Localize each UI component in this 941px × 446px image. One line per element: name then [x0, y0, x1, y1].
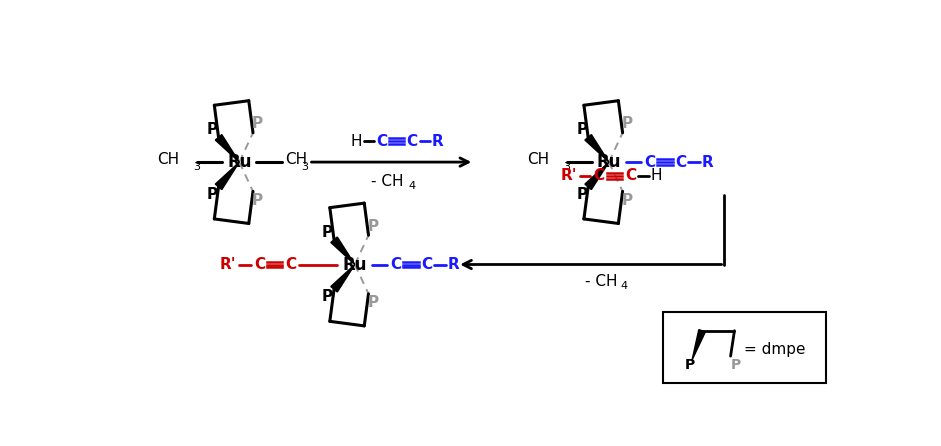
- Text: C: C: [254, 257, 265, 272]
- Text: CH: CH: [527, 152, 549, 167]
- Text: Ru: Ru: [227, 153, 251, 171]
- Polygon shape: [692, 330, 706, 360]
- Text: C: C: [625, 169, 636, 183]
- Text: C: C: [391, 257, 401, 272]
- Text: Ru: Ru: [597, 153, 621, 171]
- Text: P: P: [576, 187, 587, 202]
- Text: C: C: [421, 257, 432, 272]
- Text: Ru: Ru: [343, 256, 367, 273]
- Text: P: P: [621, 116, 632, 131]
- Text: P: P: [576, 122, 587, 137]
- Text: = dmpe: = dmpe: [743, 342, 805, 357]
- Text: P: P: [367, 295, 378, 310]
- Text: 3: 3: [301, 162, 308, 173]
- Polygon shape: [585, 135, 609, 162]
- Text: 3: 3: [563, 162, 569, 173]
- Text: 4: 4: [408, 181, 416, 191]
- Text: P: P: [251, 116, 263, 131]
- FancyBboxPatch shape: [662, 312, 826, 383]
- Polygon shape: [585, 162, 609, 190]
- Text: R': R': [561, 169, 577, 183]
- Text: H: H: [651, 169, 662, 183]
- Text: CH: CH: [285, 152, 308, 167]
- Text: P: P: [206, 187, 217, 202]
- Text: C: C: [285, 257, 296, 272]
- Polygon shape: [215, 162, 239, 190]
- Text: R: R: [432, 134, 443, 149]
- Text: CH: CH: [157, 152, 180, 167]
- Text: R: R: [702, 155, 713, 169]
- Text: C: C: [407, 134, 418, 149]
- Text: C: C: [594, 169, 604, 183]
- Text: H: H: [350, 134, 361, 149]
- Text: - CH: - CH: [585, 274, 617, 289]
- Text: P: P: [621, 193, 632, 208]
- Text: P: P: [685, 358, 694, 372]
- Text: P: P: [251, 193, 263, 208]
- Text: P: P: [322, 224, 333, 240]
- Polygon shape: [331, 237, 355, 264]
- Text: P: P: [731, 358, 742, 372]
- Text: P: P: [367, 219, 378, 234]
- Text: C: C: [675, 155, 686, 169]
- Polygon shape: [331, 264, 355, 292]
- Text: 4: 4: [620, 281, 627, 291]
- Text: P: P: [322, 289, 333, 305]
- Polygon shape: [215, 135, 239, 162]
- Text: R': R': [219, 257, 236, 272]
- Text: - CH: - CH: [372, 174, 404, 189]
- Text: P: P: [206, 122, 217, 137]
- Text: R: R: [448, 257, 459, 272]
- Text: C: C: [375, 134, 387, 149]
- Text: 3: 3: [193, 162, 200, 173]
- Text: C: C: [645, 155, 655, 169]
